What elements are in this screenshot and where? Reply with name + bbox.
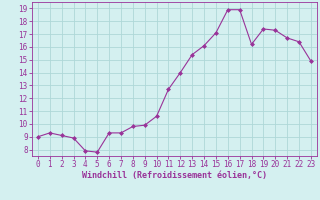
X-axis label: Windchill (Refroidissement éolien,°C): Windchill (Refroidissement éolien,°C) <box>82 171 267 180</box>
